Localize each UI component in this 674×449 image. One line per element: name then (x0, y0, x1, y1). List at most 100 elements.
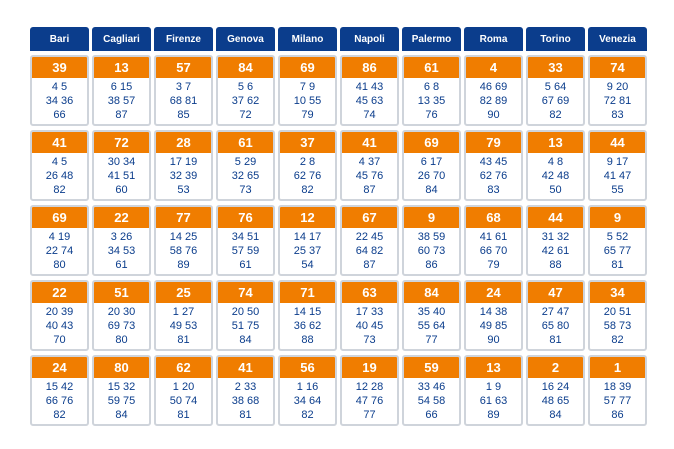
result-cell: 22 20 39 40 43 70 (30, 280, 89, 351)
result-cell: 62 1 20 50 74 81 (154, 355, 213, 426)
number-line: 80 (53, 259, 66, 271)
result-cell: 4 46 69 82 89 90 (464, 55, 523, 126)
number-list: 30 34 41 51 60 (94, 153, 149, 197)
number-line: 51 75 (231, 320, 260, 332)
number-list: 6 15 38 57 87 (94, 78, 149, 122)
number-line: 86 (425, 259, 438, 271)
number-line: 1 27 (172, 306, 195, 318)
result-cell: 47 27 47 65 80 81 (526, 280, 585, 351)
number-line: 55 (611, 184, 624, 196)
result-cell: 19 12 28 47 76 77 (340, 355, 399, 426)
number-line: 41 51 (107, 170, 136, 182)
number-line: 58 76 (169, 245, 198, 257)
number-line: 49 53 (169, 320, 198, 332)
number-list: 41 61 66 70 79 (466, 228, 521, 272)
highlight-number: 13 (94, 57, 149, 78)
city-header-palermo: Palermo (402, 27, 461, 51)
result-cell: 74 9 20 72 81 83 (588, 55, 647, 126)
number-line: 50 74 (169, 395, 198, 407)
number-line: 13 35 (417, 95, 446, 107)
number-list: 15 32 59 75 84 (94, 378, 149, 422)
results-rows: 39 4 5 34 36 66 13 6 15 38 57 87 57 3 7 68 81 85 84 5… (30, 55, 648, 426)
highlight-number: 1 (590, 357, 645, 378)
result-cell: 41 4 37 45 76 87 (340, 130, 399, 201)
number-line: 20 39 (45, 306, 74, 318)
result-cell: 9 5 52 65 77 81 (588, 205, 647, 276)
result-cell: 22 3 26 34 53 61 (92, 205, 151, 276)
number-line: 2 33 (234, 381, 257, 393)
city-header-genova: Genova (216, 27, 275, 51)
number-line: 1 16 (296, 381, 319, 393)
highlight-number: 19 (342, 357, 397, 378)
number-line: 5 64 (544, 81, 567, 93)
number-line: 84 (115, 409, 128, 421)
result-cell: 67 22 45 64 82 87 (340, 205, 399, 276)
highlight-number: 41 (218, 357, 273, 378)
number-list: 9 20 72 81 83 (590, 78, 645, 122)
highlight-number: 24 (466, 282, 521, 303)
number-line: 55 64 (417, 320, 446, 332)
number-list: 20 39 40 43 70 (32, 303, 87, 347)
results-row: 41 4 5 26 48 82 72 30 34 41 51 60 28 17 19 32 39 53… (30, 130, 648, 201)
number-line: 15 42 (45, 381, 74, 393)
number-list: 38 59 60 73 86 (404, 228, 459, 272)
number-line: 17 33 (355, 306, 384, 318)
number-list: 31 32 42 61 88 (528, 228, 583, 272)
highlight-number: 56 (280, 357, 335, 378)
number-line: 60 (115, 184, 128, 196)
highlight-number: 57 (156, 57, 211, 78)
number-line: 54 (301, 259, 314, 271)
number-line: 45 63 (355, 95, 384, 107)
result-cell: 44 31 32 42 61 88 (526, 205, 585, 276)
result-cell: 51 20 30 69 73 80 (92, 280, 151, 351)
number-line: 54 58 (417, 395, 446, 407)
number-line: 81 (549, 334, 562, 346)
highlight-number: 22 (94, 207, 149, 228)
number-line: 22 45 (355, 231, 384, 243)
result-cell: 61 5 29 32 65 73 (216, 130, 275, 201)
number-line: 3 7 (175, 81, 192, 93)
result-cell: 69 7 9 10 55 79 (278, 55, 337, 126)
number-line: 6 8 (423, 81, 440, 93)
number-line: 83 (487, 184, 500, 196)
number-line: 34 64 (293, 395, 322, 407)
number-list: 4 8 42 48 50 (528, 153, 583, 197)
number-line: 20 30 (107, 306, 136, 318)
number-line: 81 (239, 409, 252, 421)
highlight-number: 33 (528, 57, 583, 78)
number-line: 26 48 (45, 170, 74, 182)
number-list: 20 50 51 75 84 (218, 303, 273, 347)
number-line: 12 28 (355, 381, 384, 393)
number-line: 87 (363, 259, 376, 271)
number-line: 10 55 (293, 95, 322, 107)
number-line: 82 (53, 409, 66, 421)
result-cell: 69 4 19 22 74 80 (30, 205, 89, 276)
number-line: 59 75 (107, 395, 136, 407)
number-line: 58 73 (603, 320, 632, 332)
number-line: 60 73 (417, 245, 446, 257)
number-line: 72 81 (603, 95, 632, 107)
number-list: 1 27 49 53 81 (156, 303, 211, 347)
number-line: 6 17 (420, 156, 443, 168)
city-header-torino: Torino (526, 27, 585, 51)
number-line: 41 61 (479, 231, 508, 243)
number-line: 5 6 (237, 81, 254, 93)
result-cell: 2 16 24 48 65 84 (526, 355, 585, 426)
number-line: 65 77 (603, 245, 632, 257)
number-line: 4 5 (51, 81, 68, 93)
number-line: 38 57 (107, 95, 136, 107)
number-line: 34 51 (231, 231, 260, 243)
result-cell: 71 14 15 36 62 88 (278, 280, 337, 351)
result-cell: 24 15 42 66 76 82 (30, 355, 89, 426)
highlight-number: 61 (218, 132, 273, 153)
highlight-number: 41 (32, 132, 87, 153)
number-line: 40 45 (355, 320, 384, 332)
highlight-number: 25 (156, 282, 211, 303)
number-line: 43 45 (479, 156, 508, 168)
number-line: 82 (301, 184, 314, 196)
number-line: 34 36 (45, 95, 74, 107)
number-line: 81 (177, 409, 190, 421)
number-line: 42 61 (541, 245, 570, 257)
number-line: 77 (425, 334, 438, 346)
number-line: 57 59 (231, 245, 260, 257)
